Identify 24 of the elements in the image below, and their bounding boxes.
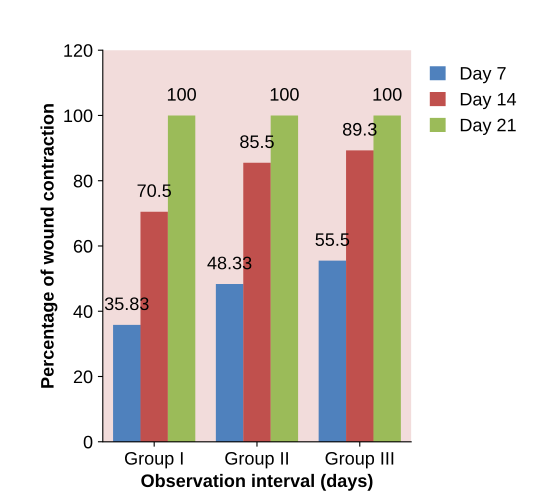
y-tick-label: 80	[74, 174, 92, 188]
data-label: 70.5	[138, 184, 171, 198]
data-label: 100	[373, 88, 402, 101]
bar	[318, 260, 346, 442]
y-tick-label: 60	[74, 240, 92, 253]
y-tick-label: 100	[64, 109, 92, 122]
legend-label: Day 7	[460, 67, 506, 84]
x-tick-label: Group I	[124, 452, 183, 468]
data-label: 89.3	[342, 122, 377, 136]
bar	[216, 284, 244, 442]
data-label: 100	[168, 88, 196, 101]
y-tick-label: 120	[64, 44, 92, 57]
x-tick-label: Group III	[326, 452, 394, 468]
data-label: 85.5	[240, 135, 274, 148]
data-label: 100	[270, 88, 299, 101]
y-tick-label: 0	[84, 436, 92, 448]
y-tick-label: 40	[73, 305, 92, 318]
x-axis-title: Observation interval (days)	[141, 474, 372, 491]
legend-label: Day 14	[460, 92, 516, 110]
legend-label: Day 21	[460, 118, 516, 135]
bar	[113, 324, 140, 442]
x-tick-label: Group II	[225, 452, 288, 468]
y-axis-title: Percentage of wound contraction	[40, 104, 58, 388]
y-tick-label: 20	[74, 370, 92, 384]
